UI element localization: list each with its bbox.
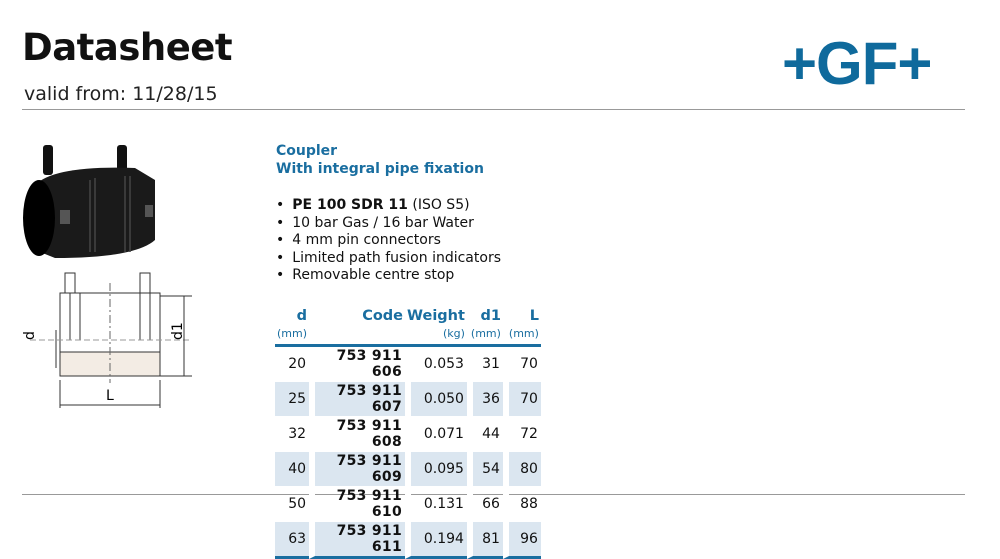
table-row: 32 753 911 608 0.071 44 72 (275, 417, 541, 452)
column-unit: (kg) (405, 326, 467, 347)
page-title: Datasheet (22, 26, 233, 69)
dim-d1-label: d1 (170, 322, 186, 340)
column-header: d (296, 308, 308, 324)
table-cell: 44 (466, 417, 503, 452)
footer-divider (22, 494, 965, 495)
product-subtitle: With integral pipe fixation (276, 161, 484, 177)
table-row: 20 753 911 606 0.053 31 70 (275, 347, 541, 382)
product-name: Coupler (276, 143, 338, 159)
table-cell: 66 (466, 487, 503, 522)
table-cell: 96 (502, 522, 541, 559)
table-cell: 753 911 611 (309, 522, 406, 559)
feature-item: PE 100 SDR 11 (ISO S5) (276, 197, 501, 215)
feature-text: 4 mm pin connectors (292, 232, 441, 248)
table-cell: 0.053 (405, 347, 467, 382)
table-cell: 0.194 (405, 522, 467, 559)
feature-text: Limited path fusion indicators (292, 249, 501, 266)
feature-item: 4 mm pin connectors (276, 232, 501, 250)
table-cell: 0.131 (405, 487, 467, 522)
table-cell: 70 (502, 382, 541, 417)
table-units-row: (mm) (kg) (mm) (mm) (275, 326, 541, 347)
table-cell: 36 (466, 382, 503, 417)
feature-text: Removable centre stop (292, 267, 455, 283)
feature-item: Limited path fusion indicators (276, 250, 501, 268)
feature-text: (ISO S5) (407, 197, 470, 213)
table-cell: 81 (466, 522, 503, 559)
table-cell: 0.095 (405, 452, 467, 487)
feature-item: Removable centre stop (276, 267, 501, 285)
column-header: d1 (480, 308, 501, 324)
table-cell: 753 911 607 (309, 382, 406, 417)
table-cell: 753 911 608 (309, 417, 406, 452)
table-cell: 88 (502, 487, 541, 522)
feature-list: PE 100 SDR 11 (ISO S5)10 bar Gas / 16 ba… (276, 197, 501, 285)
table-cell: 31 (466, 347, 503, 382)
feature-item: 10 bar Gas / 16 bar Water (276, 215, 501, 233)
table-cell: 753 911 606 (309, 347, 406, 382)
table-cell: 753 911 610 (309, 487, 406, 522)
column-unit: (mm) (502, 326, 541, 347)
product-heading: Coupler With integral pipe fixation (276, 142, 484, 178)
table-cell: 70 (502, 347, 541, 382)
table-cell: 753 911 609 (309, 452, 406, 487)
table-cell: 0.050 (405, 382, 467, 417)
table-cell: 63 (275, 522, 310, 559)
table-cell: 40 (275, 452, 310, 487)
table-row: 25 753 911 607 0.050 36 70 (275, 382, 541, 417)
table-cell: 72 (502, 417, 541, 452)
column-unit: (mm) (275, 326, 310, 347)
dim-L-label: L (106, 388, 114, 404)
header-divider (22, 109, 965, 110)
table-cell: 80 (502, 452, 541, 487)
table-cell: 54 (466, 452, 503, 487)
table-header-row: d Code Weight d1 L (275, 306, 541, 326)
valid-from: valid from: 11/28/15 (24, 83, 218, 105)
table-cell: 32 (275, 417, 310, 452)
column-unit: (mm) (466, 326, 503, 347)
column-header: Weight (407, 308, 465, 324)
dimensions-table: d Code Weight d1 L (mm) (kg) (mm) (mm) 20 753 91… (275, 306, 541, 559)
table-row: 50 753 911 610 0.131 66 88 (275, 487, 541, 522)
gf-logo: +GF+ (782, 30, 932, 97)
table-row: 63 753 911 611 0.194 81 96 (275, 522, 541, 559)
column-header: Code (362, 308, 404, 324)
table-cell: 25 (275, 382, 310, 417)
table-row: 40 753 911 609 0.095 54 80 (275, 452, 541, 487)
table-cell: 0.071 (405, 417, 467, 452)
table-cell: 20 (275, 347, 310, 382)
coupler-photo (23, 145, 155, 258)
feature-text: 10 bar Gas / 16 bar Water (292, 214, 474, 231)
technical-drawing: d d1 L (22, 272, 192, 408)
feature-bold: PE 100 SDR 11 (292, 197, 408, 213)
column-header: L (529, 308, 539, 324)
column-unit (309, 326, 406, 347)
table-cell: 50 (275, 487, 310, 522)
dim-d-label: d (22, 331, 38, 340)
